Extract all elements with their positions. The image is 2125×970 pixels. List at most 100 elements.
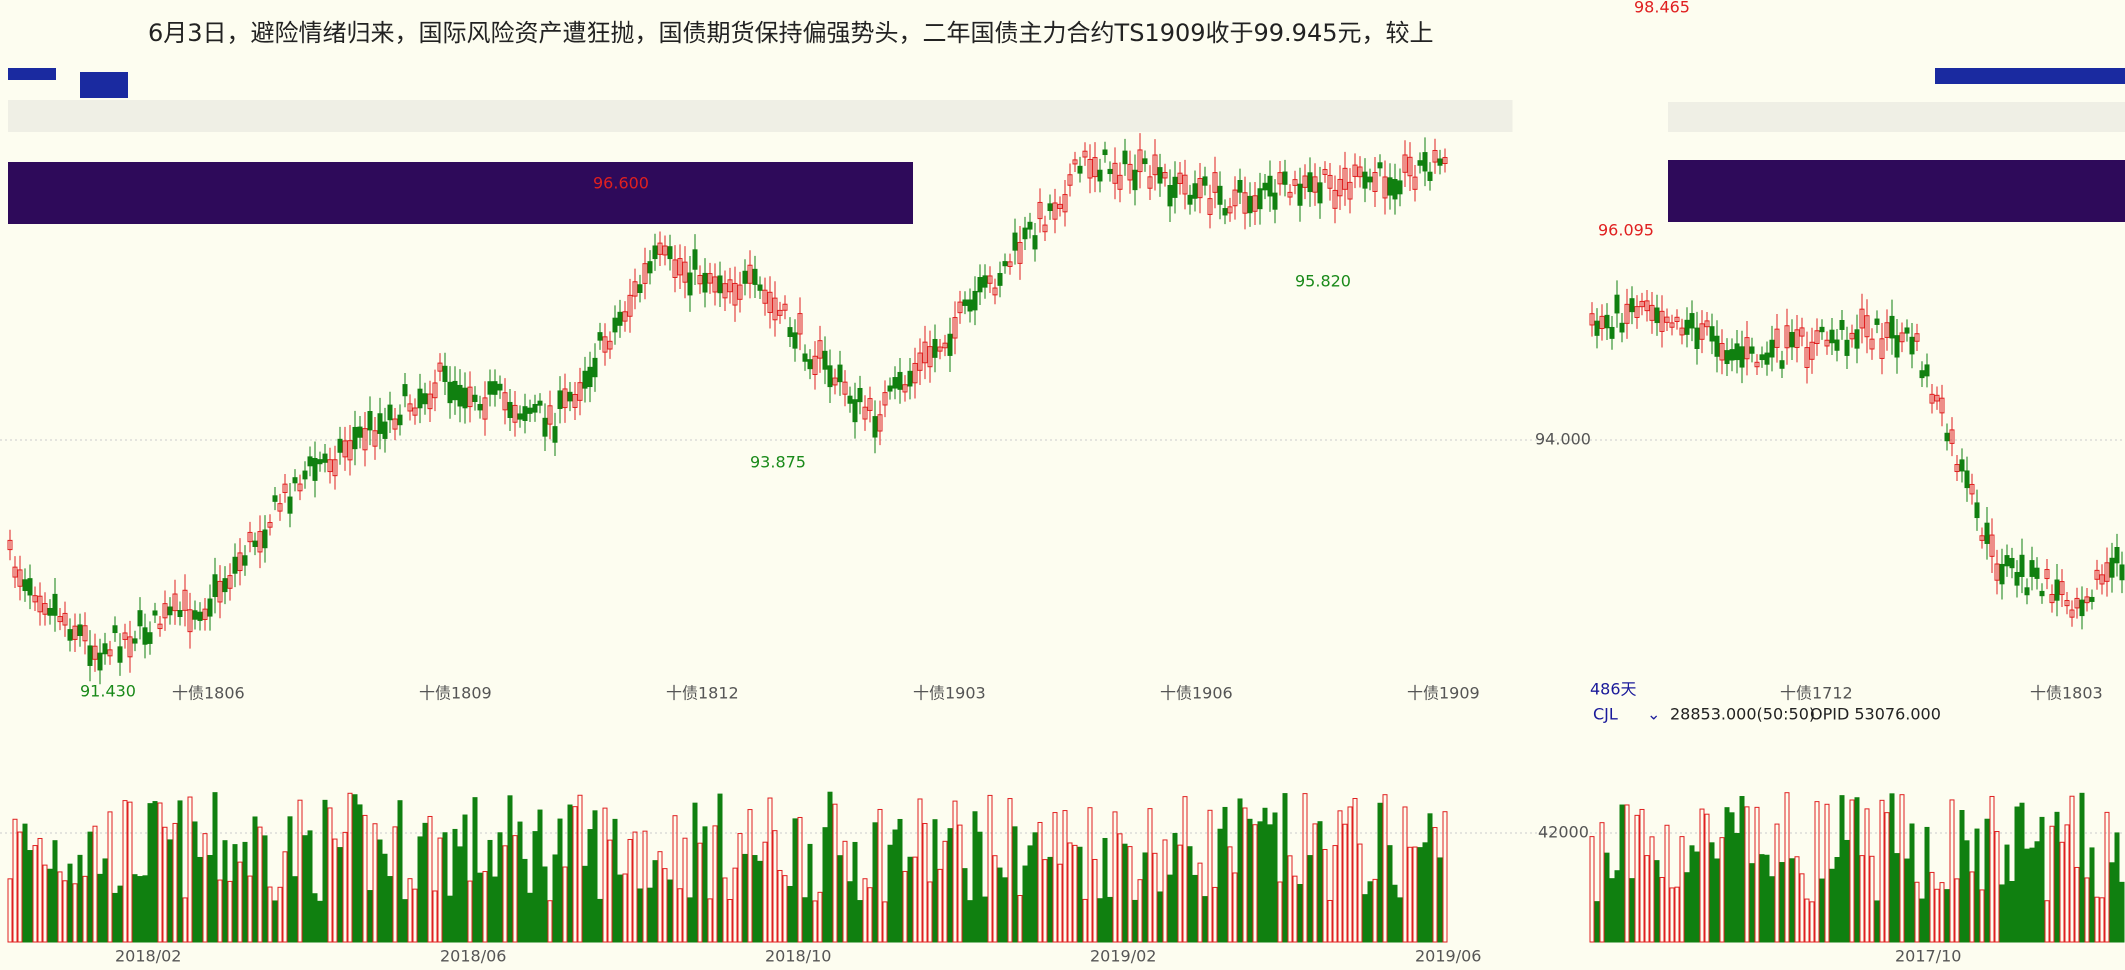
volume xyxy=(1744,806,1750,943)
volume xyxy=(1397,897,1403,943)
volume xyxy=(1107,896,1113,943)
volume xyxy=(1347,806,1353,943)
candle xyxy=(652,245,658,260)
candle xyxy=(1759,354,1765,361)
candle xyxy=(1212,172,1218,193)
candle xyxy=(1412,176,1418,190)
candle xyxy=(917,352,923,371)
volume xyxy=(2034,841,2040,943)
volume xyxy=(297,799,303,943)
candle xyxy=(1232,189,1238,207)
candle xyxy=(852,399,858,423)
volume xyxy=(192,821,198,943)
candle xyxy=(1959,459,1965,472)
volume-bars xyxy=(1589,792,2125,943)
volume xyxy=(452,828,458,943)
volume xyxy=(1427,813,1433,943)
volume xyxy=(2069,795,2075,943)
candle xyxy=(2044,569,2050,580)
volume xyxy=(1432,827,1438,943)
candle xyxy=(42,603,48,615)
candle xyxy=(972,290,978,311)
candle xyxy=(912,362,918,384)
candle xyxy=(1187,194,1193,205)
volume xyxy=(337,847,343,943)
volume xyxy=(157,802,163,943)
volume xyxy=(1674,886,1680,943)
volume xyxy=(797,816,803,943)
candle xyxy=(1834,339,1840,351)
candle xyxy=(1302,175,1308,188)
volume xyxy=(542,866,548,943)
candle xyxy=(1202,176,1208,186)
volume xyxy=(277,886,283,943)
volume xyxy=(517,821,523,943)
candle xyxy=(792,332,798,349)
candle xyxy=(2074,597,2080,609)
volume xyxy=(2074,866,2080,943)
volume xyxy=(777,869,783,943)
volume xyxy=(1839,795,1845,943)
volume xyxy=(1097,898,1103,943)
volume xyxy=(1442,811,1448,943)
volume xyxy=(787,885,793,943)
candle xyxy=(847,395,853,404)
candle xyxy=(1377,162,1383,169)
candle xyxy=(1407,156,1413,177)
candle xyxy=(1914,333,1920,342)
volume xyxy=(582,865,588,943)
candle xyxy=(1814,330,1820,345)
volume xyxy=(1272,812,1278,943)
candle xyxy=(1322,169,1328,175)
volume xyxy=(197,856,203,943)
volume xyxy=(1417,847,1423,943)
volume xyxy=(482,871,488,943)
candle xyxy=(302,470,308,480)
candle xyxy=(1002,261,1008,267)
candles xyxy=(7,133,1448,685)
volume xyxy=(1012,826,1018,943)
volume xyxy=(1769,876,1775,943)
candle xyxy=(747,264,753,284)
volume xyxy=(332,838,338,943)
volume xyxy=(1659,876,1665,943)
candle xyxy=(947,333,953,356)
volume-bars xyxy=(7,791,1448,943)
volume xyxy=(1959,810,1965,943)
candle xyxy=(777,309,783,316)
volume xyxy=(417,836,423,943)
candle xyxy=(457,384,463,407)
volume xyxy=(1724,807,1730,943)
candle xyxy=(257,531,263,553)
candle xyxy=(1027,221,1033,230)
candle xyxy=(157,623,163,630)
volume xyxy=(1859,855,1865,943)
volume xyxy=(307,830,313,943)
volume xyxy=(1739,796,1745,943)
candle xyxy=(1764,352,1770,365)
candle xyxy=(692,249,698,270)
volume xyxy=(427,815,433,943)
candle xyxy=(237,552,243,572)
volume xyxy=(2104,811,2110,943)
volume xyxy=(1377,802,1383,943)
candle xyxy=(1362,171,1368,189)
candle xyxy=(1052,202,1058,220)
candle xyxy=(337,438,343,453)
candle xyxy=(1934,394,1940,402)
volume xyxy=(687,897,693,943)
volume xyxy=(1407,846,1413,943)
indicator-dropdown[interactable]: ⌄ xyxy=(1647,705,1660,724)
volume xyxy=(12,818,18,943)
candle xyxy=(1724,350,1730,365)
candle xyxy=(1082,150,1088,158)
candle xyxy=(1784,325,1790,349)
volume xyxy=(1267,824,1273,943)
volume xyxy=(317,900,323,943)
volume xyxy=(532,831,538,943)
candle xyxy=(2014,571,2020,586)
candle xyxy=(497,383,503,391)
candle xyxy=(1422,152,1428,172)
indicator-name[interactable]: CJL xyxy=(1593,705,1618,724)
candle xyxy=(377,413,383,434)
